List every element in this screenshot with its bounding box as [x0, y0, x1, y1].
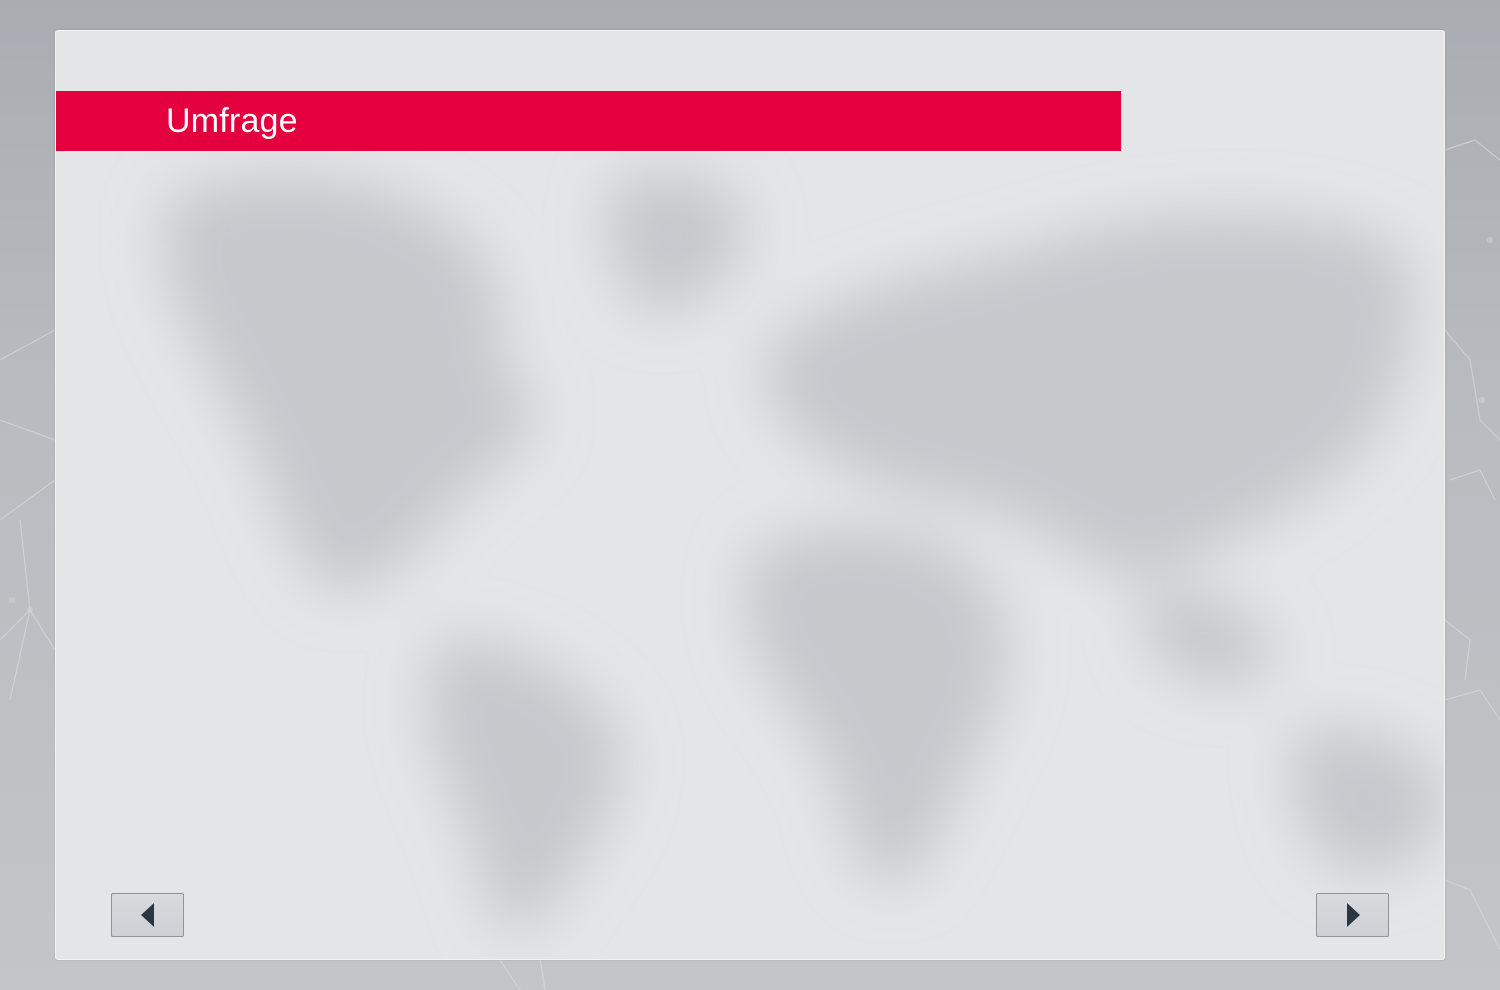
triangle-right-icon [1346, 903, 1360, 927]
triangle-left-icon [140, 903, 154, 927]
world-map-watermark [166, 173, 1444, 929]
content-panel: Umfrage [55, 30, 1445, 960]
title-banner: Umfrage [56, 91, 1121, 151]
previous-button[interactable] [111, 893, 184, 937]
next-button[interactable] [1316, 893, 1389, 937]
page-title: Umfrage [166, 102, 298, 140]
